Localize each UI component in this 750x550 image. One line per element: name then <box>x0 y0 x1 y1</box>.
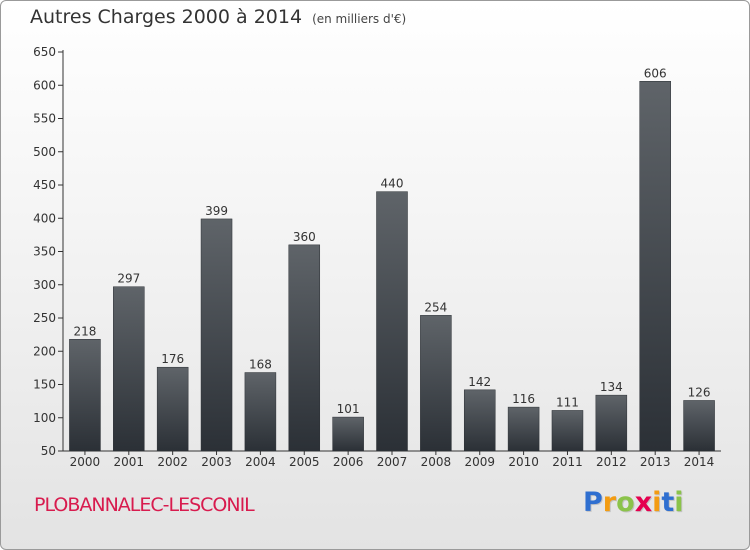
x-tick-label: 2014 <box>684 455 715 469</box>
bar-value-label: 297 <box>117 272 140 286</box>
y-tick-label: 450 <box>33 178 56 192</box>
bar <box>332 416 364 452</box>
bar-value-label: 168 <box>249 358 272 372</box>
y-tick-label: 600 <box>33 78 56 92</box>
y-tick-label: 350 <box>33 245 56 259</box>
logo-letter: i <box>674 487 684 518</box>
bar <box>551 410 584 452</box>
bar-value-label: 126 <box>688 385 711 399</box>
bar-value-label: 116 <box>512 392 535 406</box>
x-tick-label: 2000 <box>70 455 101 469</box>
logo-letter: o <box>616 487 635 518</box>
logo-letter: x <box>634 487 653 518</box>
x-tick-label: 2005 <box>289 455 320 469</box>
y-tick-label: 550 <box>33 112 56 126</box>
bar-value-label: 218 <box>73 324 96 338</box>
bar <box>156 366 189 452</box>
x-tick-label: 2003 <box>201 455 232 469</box>
bar <box>595 394 628 452</box>
bar <box>244 372 277 452</box>
bar-value-label: 440 <box>381 177 404 191</box>
x-tick-label: 2004 <box>245 455 276 469</box>
bar <box>420 315 452 452</box>
x-tick-label: 2006 <box>333 455 364 469</box>
logo-letter: r <box>602 487 617 518</box>
bar <box>507 406 540 452</box>
bar <box>113 286 145 452</box>
bar <box>683 400 715 452</box>
x-tick-label: 2011 <box>552 455 583 469</box>
bar-value-label: 254 <box>424 300 447 314</box>
bar <box>200 218 233 452</box>
y-tick-label: 400 <box>33 211 56 225</box>
y-tick-label: 50 <box>41 444 56 458</box>
y-tick-label: 200 <box>33 344 56 358</box>
y-tick-label: 250 <box>33 311 56 325</box>
x-tick-label: 2012 <box>596 455 627 469</box>
bar-value-label: 134 <box>600 380 623 394</box>
x-tick-label: 2008 <box>421 455 452 469</box>
y-tick-label: 650 <box>33 45 56 59</box>
y-tick-label: 150 <box>33 378 56 392</box>
logo-letter: P <box>583 487 603 518</box>
bar-value-label: 142 <box>468 375 491 389</box>
x-tick-label: 2002 <box>157 455 188 469</box>
x-tick-label: 2001 <box>114 455 145 469</box>
bar-value-label: 176 <box>161 352 184 366</box>
x-tick-label: 2013 <box>640 455 671 469</box>
bar <box>376 191 408 452</box>
bar <box>288 244 321 452</box>
y-tick-label: 500 <box>33 145 56 159</box>
bar <box>463 389 496 452</box>
bar-value-label: 111 <box>556 395 579 409</box>
y-tick-label: 100 <box>33 411 56 425</box>
bar-value-label: 360 <box>293 230 316 244</box>
bar-value-label: 399 <box>205 204 228 218</box>
y-tick-label: 300 <box>33 278 56 292</box>
bar-value-label: 101 <box>337 402 360 416</box>
chart-title: Autres Charges 2000 à 2014 (en milliers d… <box>30 6 406 28</box>
commune-name: PLOBANNALEC-LESCONIL <box>34 494 255 516</box>
chart-bars <box>69 81 715 452</box>
x-tick-label: 2010 <box>508 455 539 469</box>
bar <box>639 81 671 452</box>
chart-labels: 218 297 176 399 168 360 101 440 254 142 116 111 134 6… <box>73 66 710 416</box>
proxiti-logo: Proxiti <box>583 487 684 518</box>
bar <box>69 339 101 452</box>
chart-subtitle: (en milliers d'€) <box>312 12 407 26</box>
x-tick-label: 2007 <box>377 455 408 469</box>
logo-letter: i <box>652 487 662 518</box>
logo-letter: t <box>661 487 675 518</box>
x-tick-label: 2009 <box>464 455 495 469</box>
bar-value-label: 606 <box>644 66 667 80</box>
chart-title-text: Autres Charges 2000 à 2014 <box>30 6 303 28</box>
